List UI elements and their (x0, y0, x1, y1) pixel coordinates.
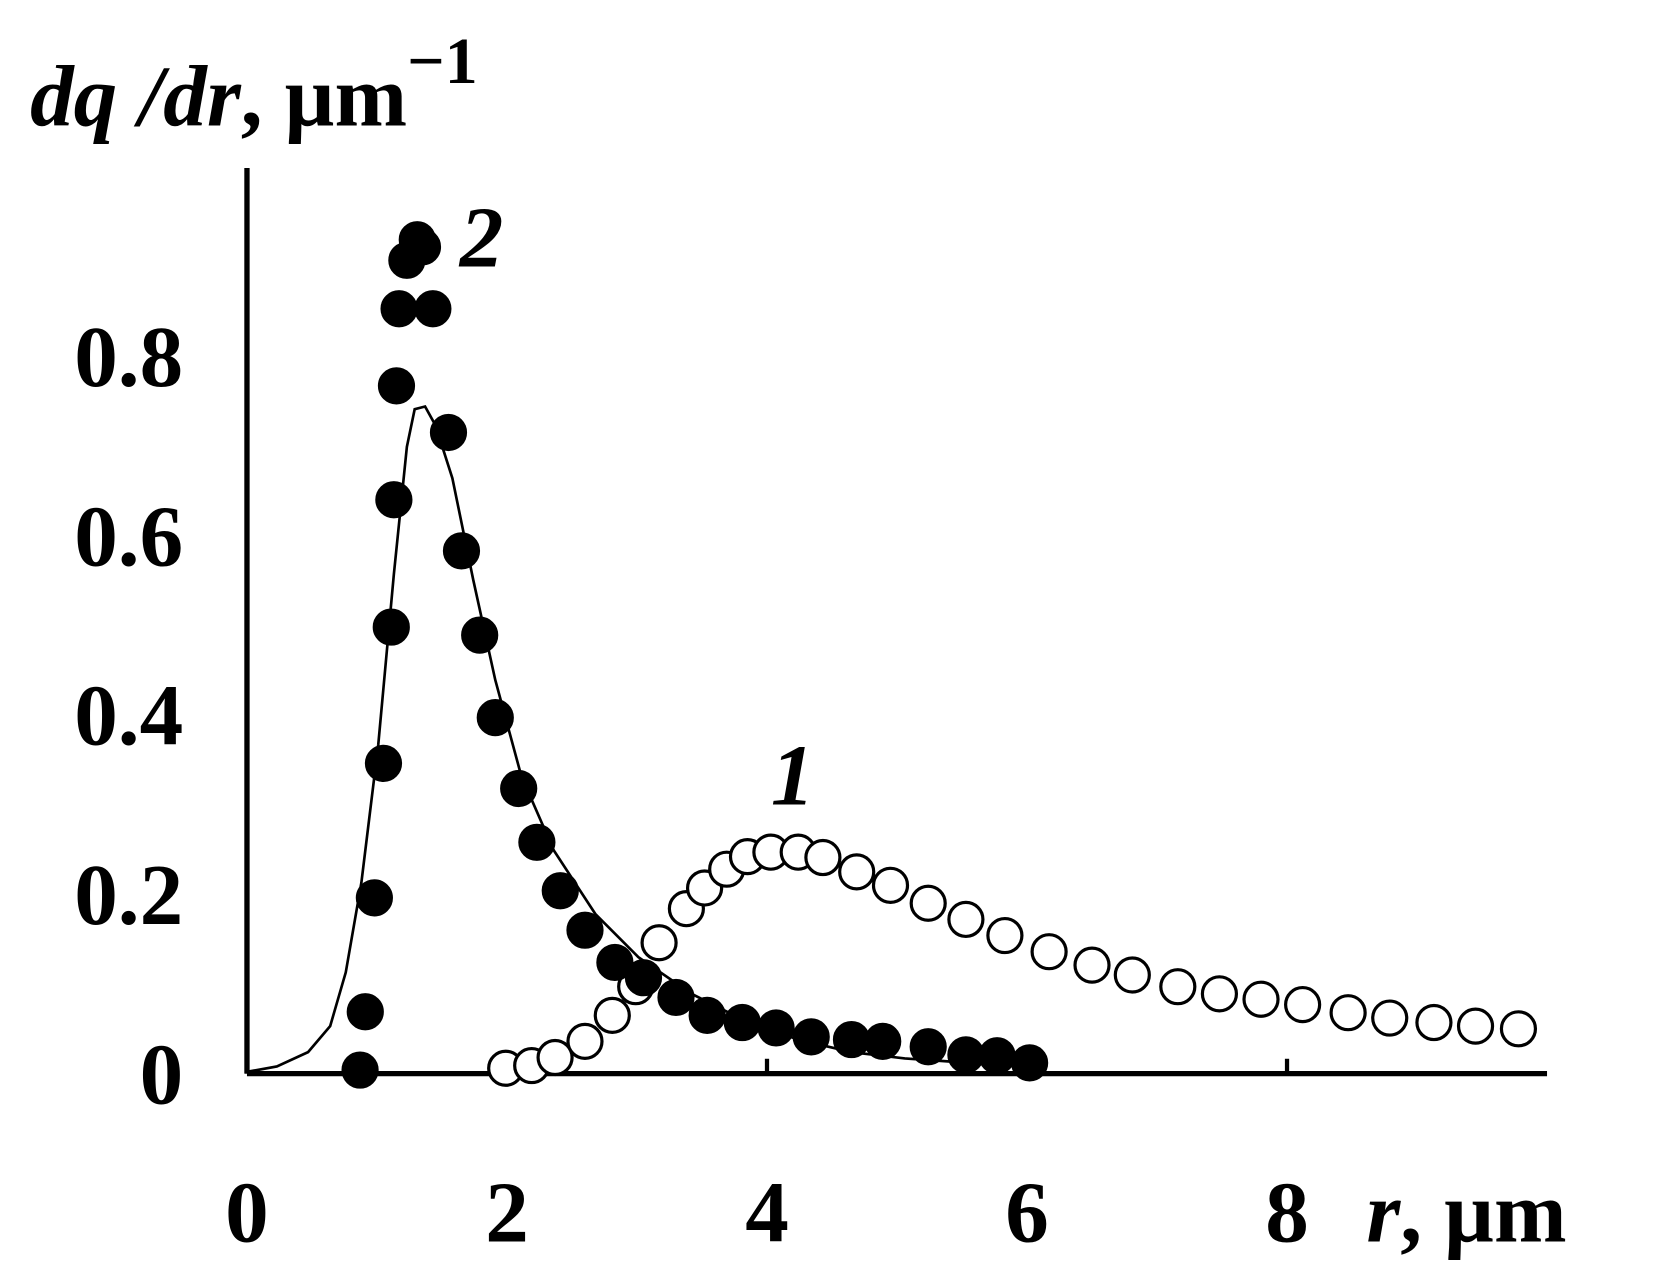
data-point (442, 532, 481, 570)
data-point (624, 959, 663, 997)
data-point (723, 1003, 761, 1042)
data-point (476, 699, 514, 737)
data-point (986, 916, 1024, 955)
data-point (1415, 1003, 1453, 1042)
data-point (541, 872, 579, 910)
data-point (1329, 994, 1367, 1032)
x-label-part: , µm (1400, 1164, 1566, 1261)
y-tick-label: 0.6 (74, 487, 183, 584)
data-point (832, 1020, 871, 1059)
data-point (355, 879, 393, 917)
data-point (640, 924, 678, 962)
y-label-part: , µm (241, 47, 407, 144)
data-point (536, 1038, 574, 1077)
data-point (1371, 999, 1409, 1037)
data-point (1200, 975, 1239, 1013)
data-point (864, 1022, 902, 1060)
data-point (372, 608, 410, 646)
data-point (398, 221, 436, 259)
series-label: 2 (458, 188, 504, 285)
y-label-part: −1 (407, 25, 478, 98)
x-axis-label: r, µm (1366, 1164, 1566, 1261)
data-point (871, 866, 910, 904)
x-tick-label: 2 (485, 1164, 529, 1261)
data-point (688, 996, 726, 1034)
data-point (1011, 1044, 1049, 1082)
y-tick-label: 0 (140, 1025, 184, 1122)
data-point (429, 413, 468, 452)
data-point (909, 1028, 947, 1066)
data-point (1499, 1010, 1538, 1048)
data-point (1159, 968, 1197, 1006)
data-point (380, 290, 418, 328)
data-point (804, 838, 842, 877)
y-label-part: dq /dr (30, 47, 242, 144)
x-tick-label: 4 (745, 1164, 789, 1261)
data-point (518, 823, 556, 861)
data-point (1073, 946, 1111, 984)
data-point (461, 616, 499, 654)
data-point (757, 1009, 795, 1047)
x-tick-label: 6 (1005, 1164, 1049, 1261)
y-tick-label: 0.4 (74, 667, 183, 764)
data-point (909, 884, 947, 922)
x-tick-label: 0 (225, 1164, 269, 1261)
data-point (341, 1051, 379, 1089)
data-point (1030, 933, 1068, 971)
data-point (978, 1037, 1016, 1075)
data-point (792, 1018, 830, 1056)
y-tick-label: 0.8 (74, 308, 183, 405)
data-point (947, 900, 985, 939)
data-point (1113, 956, 1151, 994)
data-point (566, 1022, 604, 1060)
data-point (377, 367, 416, 405)
data-point (364, 744, 403, 782)
data-point (1284, 985, 1322, 1024)
y-axis-label: dq /dr, µm−1 (30, 25, 478, 145)
data-point (1456, 1007, 1495, 1045)
data-point (947, 1036, 985, 1074)
data-point (414, 290, 452, 328)
x-label-part: r (1366, 1164, 1401, 1261)
data-point (596, 943, 634, 982)
data-point (657, 978, 695, 1017)
data-point (1242, 980, 1280, 1018)
y-tick-label: 0.2 (74, 846, 183, 943)
data-point (346, 993, 384, 1031)
data-point (500, 769, 538, 808)
data-point (566, 911, 604, 949)
data-point (838, 853, 876, 891)
series-label: 1 (771, 726, 815, 823)
data-point (593, 996, 631, 1034)
x-tick-label: 8 (1265, 1164, 1309, 1261)
data-point (375, 481, 413, 519)
